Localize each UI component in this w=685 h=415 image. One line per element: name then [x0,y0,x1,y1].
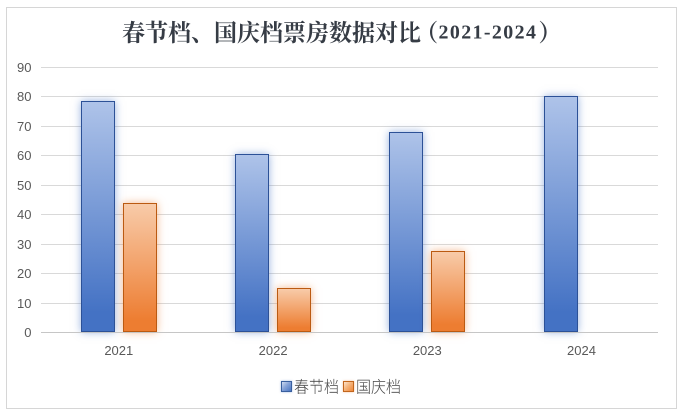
svg-text:2021-2024: 2021-2024 [439,21,538,43]
